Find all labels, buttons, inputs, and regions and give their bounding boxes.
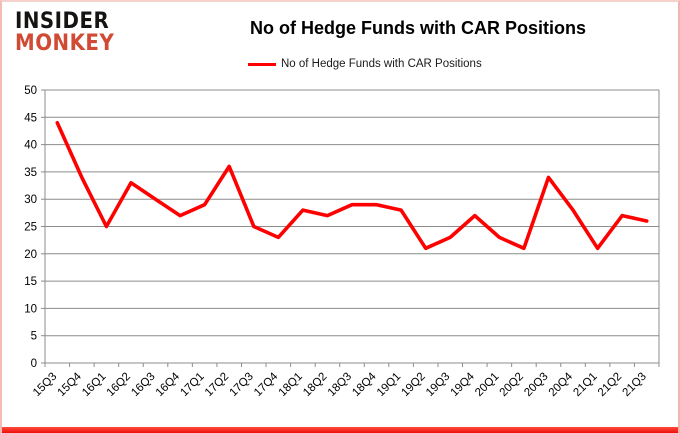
legend: No of Hedge Funds with CAR Positions — [248, 58, 482, 70]
logo-line1: INSIDER — [15, 9, 110, 34]
ytick-label-15: 15 — [24, 276, 37, 288]
xtick-label-15Q3: 15Q3 — [31, 371, 59, 399]
xtick-label-17Q2: 17Q2 — [203, 371, 231, 399]
ytick-label-20: 20 — [24, 249, 37, 261]
xtick-label-18Q4: 18Q4 — [350, 370, 379, 399]
xtick-label-19Q2: 19Q2 — [399, 371, 427, 399]
ytick-label-45: 45 — [24, 112, 37, 124]
xtick-label-16Q2: 16Q2 — [105, 371, 133, 399]
xtick-label-16Q1: 16Q1 — [80, 371, 108, 399]
legend-line-swatch — [248, 62, 276, 66]
ytick-label-50: 50 — [24, 85, 37, 97]
xtick-label-19Q1: 19Q1 — [375, 371, 403, 399]
ytick-label-30: 30 — [24, 194, 37, 206]
xtick-label-21Q1: 21Q1 — [571, 371, 599, 399]
line-chart-plot: 0 5 10 15 20 25 30 35 40 45 50 15Q315Q416Q116Q216Q3… — [24, 85, 660, 399]
bottom-red-border — [2, 427, 678, 433]
legend-label: No of Hedge Funds with CAR Positions — [281, 58, 482, 70]
xtick-label-20Q2: 20Q2 — [498, 371, 526, 399]
xtick-label-20Q4: 20Q4 — [547, 370, 576, 399]
xtick-label-17Q3: 17Q3 — [227, 371, 255, 399]
xtick-label-21Q3: 21Q3 — [620, 371, 648, 399]
ytick-label-10: 10 — [24, 303, 37, 315]
insider-monkey-logo: INSIDER MONKEY — [15, 11, 114, 55]
xtick-label-19Q4: 19Q4 — [449, 370, 478, 399]
xtick-label-17Q4: 17Q4 — [252, 370, 281, 399]
xtick-label-20Q3: 20Q3 — [522, 371, 550, 399]
data-line-series-0 — [55, 121, 649, 251]
ytick-label-25: 25 — [24, 222, 37, 234]
ytick-label-5: 5 — [31, 331, 37, 343]
xtick-label-18Q2: 18Q2 — [301, 371, 329, 399]
ytick-label-35: 35 — [24, 167, 37, 179]
ytick-label-40: 40 — [24, 140, 37, 152]
logo-line2: MONKEY — [15, 31, 115, 56]
xtick-label-17Q1: 17Q1 — [178, 371, 206, 399]
xtick-label-18Q1: 18Q1 — [277, 371, 305, 399]
xtick-label-16Q4: 16Q4 — [154, 370, 183, 399]
chart-title: No of Hedge Funds with CAR Positions — [250, 18, 586, 38]
xtick-label-20Q1: 20Q1 — [473, 371, 501, 399]
xtick-label-18Q3: 18Q3 — [326, 371, 354, 399]
xtick-label-15Q4: 15Q4 — [56, 370, 85, 399]
ytick-label-0: 0 — [31, 358, 37, 370]
xtick-label-16Q3: 16Q3 — [129, 371, 157, 399]
xtick-label-21Q2: 21Q2 — [596, 371, 624, 399]
xtick-label-19Q3: 19Q3 — [424, 371, 452, 399]
